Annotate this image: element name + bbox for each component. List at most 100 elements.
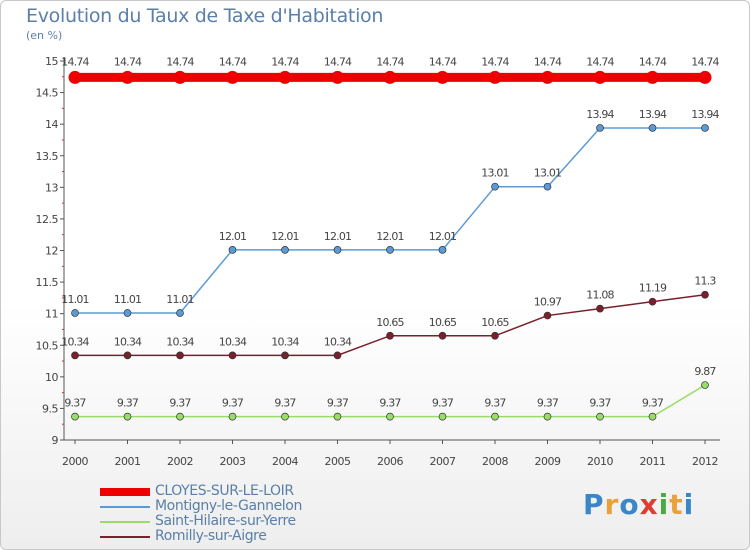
data-label: 11.01 — [166, 293, 194, 306]
data-label: 14.74 — [586, 55, 614, 68]
data-label: 9.37 — [64, 397, 86, 410]
data-point — [648, 412, 657, 421]
x-tick-label: 2008 — [482, 455, 508, 468]
legend-label: Montigny-le-Gannelon — [155, 498, 302, 514]
series-line — [75, 127, 705, 314]
data-label: 9.37 — [379, 397, 401, 410]
data-point — [228, 351, 237, 360]
x-tick-label: 2001 — [115, 455, 141, 468]
data-label: 14.74 — [61, 55, 89, 68]
data-point — [436, 70, 449, 84]
legend-swatch — [100, 521, 150, 523]
data-point — [123, 412, 132, 421]
data-point — [226, 70, 239, 84]
data-point — [596, 412, 604, 421]
data-label: 10.65 — [481, 316, 509, 329]
data-point — [593, 70, 607, 84]
data-point — [121, 70, 134, 84]
logo-letter: x — [639, 488, 659, 521]
data-label: 14.74 — [691, 55, 719, 68]
legend-label: CLOYES-SUR-LE-LOIR — [155, 483, 294, 499]
data-point — [228, 412, 237, 421]
data-point — [123, 351, 132, 360]
data-point — [648, 124, 657, 132]
data-label: 13.94 — [586, 108, 614, 121]
data-point — [491, 412, 499, 421]
data-label: 9.37 — [117, 397, 139, 410]
data-label: 9.37 — [642, 397, 664, 410]
data-point — [386, 331, 394, 340]
logo-letter: P — [583, 488, 605, 521]
data-label: 9.37 — [432, 397, 454, 410]
legend-label: Saint-Hilaire-sur-Yerre — [155, 513, 296, 529]
data-label: 10.97 — [534, 296, 562, 309]
legend-swatch — [100, 536, 150, 538]
data-label: 12.01 — [429, 230, 457, 243]
data-point — [543, 182, 552, 191]
y-tick-label: 14.5 — [36, 87, 59, 100]
x-tick-label: 2009 — [535, 455, 561, 468]
data-point — [386, 246, 394, 254]
data-label: 10.34 — [271, 335, 299, 348]
logo-letter: i — [658, 488, 670, 521]
data-point — [491, 331, 499, 340]
data-point — [596, 304, 604, 313]
x-tick-label: 2002 — [167, 455, 193, 468]
y-tick-label: 12.5 — [36, 213, 59, 226]
data-label: 11.3 — [694, 275, 716, 288]
data-point — [541, 70, 554, 84]
data-label: 14.74 — [114, 55, 142, 68]
data-label: 14.74 — [376, 55, 404, 68]
data-label: 9.37 — [222, 397, 244, 410]
logo-letter: i — [683, 488, 695, 521]
logo-letter: r — [604, 488, 620, 521]
data-label: 9.87 — [694, 365, 716, 378]
data-point — [173, 70, 187, 84]
logo-letter: t — [669, 488, 684, 521]
data-point — [71, 351, 79, 360]
data-point — [438, 412, 447, 421]
data-label: 9.37 — [537, 397, 559, 410]
data-label: 10.34 — [219, 335, 247, 348]
data-point — [383, 70, 397, 84]
data-point — [438, 246, 447, 254]
data-label: 11.01 — [114, 293, 142, 306]
data-point — [176, 351, 184, 360]
logo-letter: o — [619, 488, 640, 521]
data-label: 14.74 — [639, 55, 667, 68]
legend-swatch — [100, 506, 150, 508]
data-point — [438, 331, 447, 340]
data-label: 14.74 — [219, 55, 247, 68]
data-point — [331, 70, 344, 84]
data-point — [281, 246, 289, 254]
y-tick-label: 13.5 — [36, 150, 59, 163]
y-tick-label: 10 — [45, 371, 58, 384]
data-point — [333, 351, 342, 360]
data-label: 12.01 — [219, 230, 247, 243]
data-point — [701, 381, 709, 389]
proxiti-logo: Proxiti — [583, 488, 694, 521]
data-label: 10.34 — [166, 335, 194, 348]
y-tick-label: 9.5 — [42, 402, 58, 415]
data-point — [596, 124, 604, 132]
data-label: 13.01 — [534, 167, 562, 180]
data-point — [71, 412, 79, 421]
data-label: 14.74 — [534, 55, 562, 68]
data-label: 10.34 — [61, 335, 89, 348]
data-label: 13.94 — [639, 108, 667, 121]
data-point — [281, 412, 289, 421]
y-tick-label: 15 — [45, 55, 58, 68]
data-label: 9.37 — [274, 397, 296, 410]
x-tick-label: 2000 — [62, 455, 88, 468]
data-label: 9.37 — [589, 397, 611, 410]
data-point — [491, 182, 499, 191]
x-tick-label: 2010 — [587, 455, 613, 468]
y-tick-label: 14 — [45, 118, 58, 131]
data-point — [543, 412, 552, 421]
chart-title: Evolution du Taux de Taxe d'Habitation — [26, 5, 384, 27]
x-tick-label: 2003 — [220, 455, 246, 468]
data-label: 14.74 — [271, 55, 299, 68]
data-label: 11.08 — [586, 289, 614, 302]
data-label: 14.74 — [429, 55, 457, 68]
